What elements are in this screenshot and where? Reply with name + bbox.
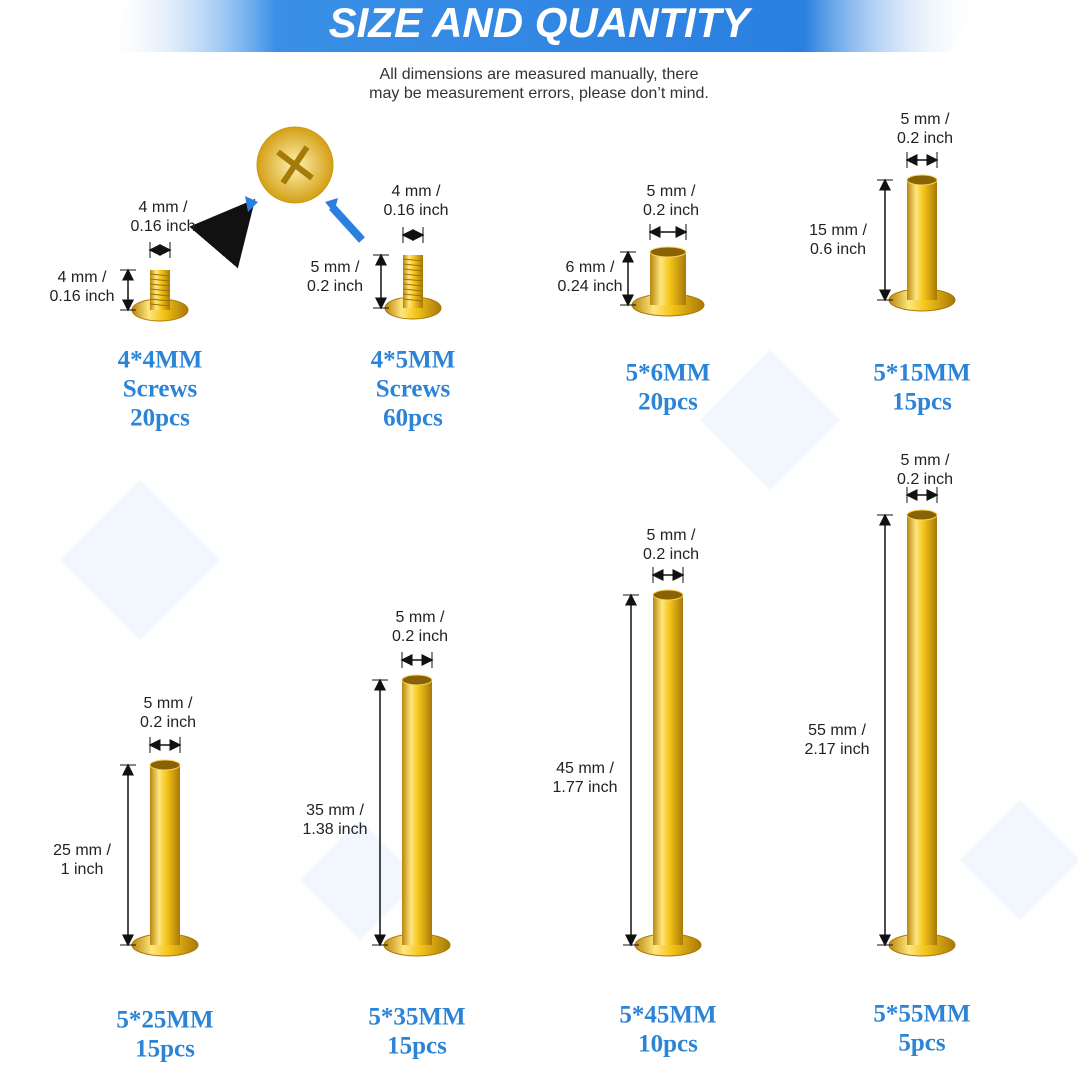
height-label: 0.16 inch: [50, 288, 115, 305]
shank: [907, 180, 937, 300]
bore: [649, 246, 687, 258]
item-name: 5*35MM: [368, 1004, 465, 1031]
item-name: 10pcs: [638, 1031, 698, 1058]
height-label: 45 mm /: [556, 760, 614, 777]
item-name: 15pcs: [135, 1036, 195, 1063]
height-label: 2.17 inch: [805, 741, 870, 758]
height-label: 4 mm /: [58, 269, 107, 286]
width-label: 0.2 inch: [643, 202, 699, 219]
shank: [150, 765, 180, 945]
bore: [906, 509, 938, 521]
width-label: 4 mm /: [139, 199, 188, 216]
height-label: 55 mm /: [808, 722, 866, 739]
thread: [402, 258, 424, 262]
item-name: 20pcs: [130, 405, 190, 432]
shank: [402, 680, 432, 945]
title: SIZE AND QUANTITY: [329, 0, 754, 47]
item-name: Screws: [123, 376, 198, 403]
bore: [906, 174, 938, 186]
height-label: 35 mm /: [306, 802, 364, 819]
item-name: 5pcs: [898, 1030, 946, 1057]
background: [60, 350, 1078, 940]
height-label: 1.77 inch: [553, 779, 618, 796]
item-name: 5*45MM: [619, 1002, 716, 1029]
width-label: 0.2 inch: [140, 714, 196, 731]
width-label: 0.2 inch: [392, 628, 448, 645]
thread: [402, 278, 424, 282]
thread: [149, 293, 171, 297]
item-name: Screws: [376, 376, 451, 403]
width-label: 5 mm /: [144, 695, 193, 712]
shank: [907, 515, 937, 945]
item-name: 15pcs: [892, 389, 952, 416]
bore: [401, 674, 433, 686]
item-name: 5*15MM: [873, 360, 970, 387]
width-label: 0.16 inch: [384, 202, 449, 219]
thread: [402, 288, 424, 292]
item-name: 5*55MM: [873, 1001, 970, 1028]
bore: [652, 589, 684, 601]
width-label: 0.2 inch: [897, 130, 953, 147]
width-label: 5 mm /: [647, 527, 696, 544]
height-label: 0.6 inch: [810, 241, 866, 258]
width-label: 0.16 inch: [131, 218, 196, 235]
width-label: 4 mm /: [392, 183, 441, 200]
item-name: 5*25MM: [116, 1007, 213, 1034]
item-name: 20pcs: [638, 389, 698, 416]
shank: [653, 595, 683, 945]
thread: [402, 273, 424, 277]
thread: [149, 283, 171, 287]
width-label: 5 mm /: [901, 452, 950, 469]
width-label: 0.2 inch: [643, 546, 699, 563]
height-label: 0.24 inch: [558, 278, 623, 295]
note: All dimensions are measured manually, th…: [380, 66, 699, 83]
item-name: 15pcs: [387, 1033, 447, 1060]
height-label: 15 mm /: [809, 222, 867, 239]
height-label: 1.38 inch: [303, 821, 368, 838]
item-name: 4*5MM: [371, 347, 456, 374]
thread: [149, 298, 171, 302]
thread: [402, 283, 424, 287]
height-label: 6 mm /: [566, 259, 615, 276]
height-label: 1 inch: [61, 861, 104, 878]
thread: [402, 263, 424, 267]
height-label: 5 mm /: [311, 259, 360, 276]
thread: [402, 293, 424, 297]
item-name: 60pcs: [383, 405, 443, 432]
height-label: 25 mm /: [53, 842, 111, 859]
thread: [402, 298, 424, 302]
thread: [149, 288, 171, 292]
header-band: [100, 0, 980, 52]
thread: [149, 303, 171, 307]
width-label: 5 mm /: [901, 111, 950, 128]
item-name: 5*6MM: [626, 360, 711, 387]
width-label: 5 mm /: [647, 183, 696, 200]
width-label: 0.2 inch: [897, 471, 953, 488]
screw-head-icon: [189, 126, 365, 269]
bore: [149, 759, 181, 771]
item-name: 4*4MM: [118, 347, 203, 374]
width-label: 5 mm /: [396, 609, 445, 626]
shank: [650, 252, 686, 305]
thread: [149, 278, 171, 282]
thread: [402, 268, 424, 272]
thread: [149, 273, 171, 277]
height-label: 0.2 inch: [307, 278, 363, 295]
note: may be measurement errors, please don’t …: [369, 85, 709, 102]
